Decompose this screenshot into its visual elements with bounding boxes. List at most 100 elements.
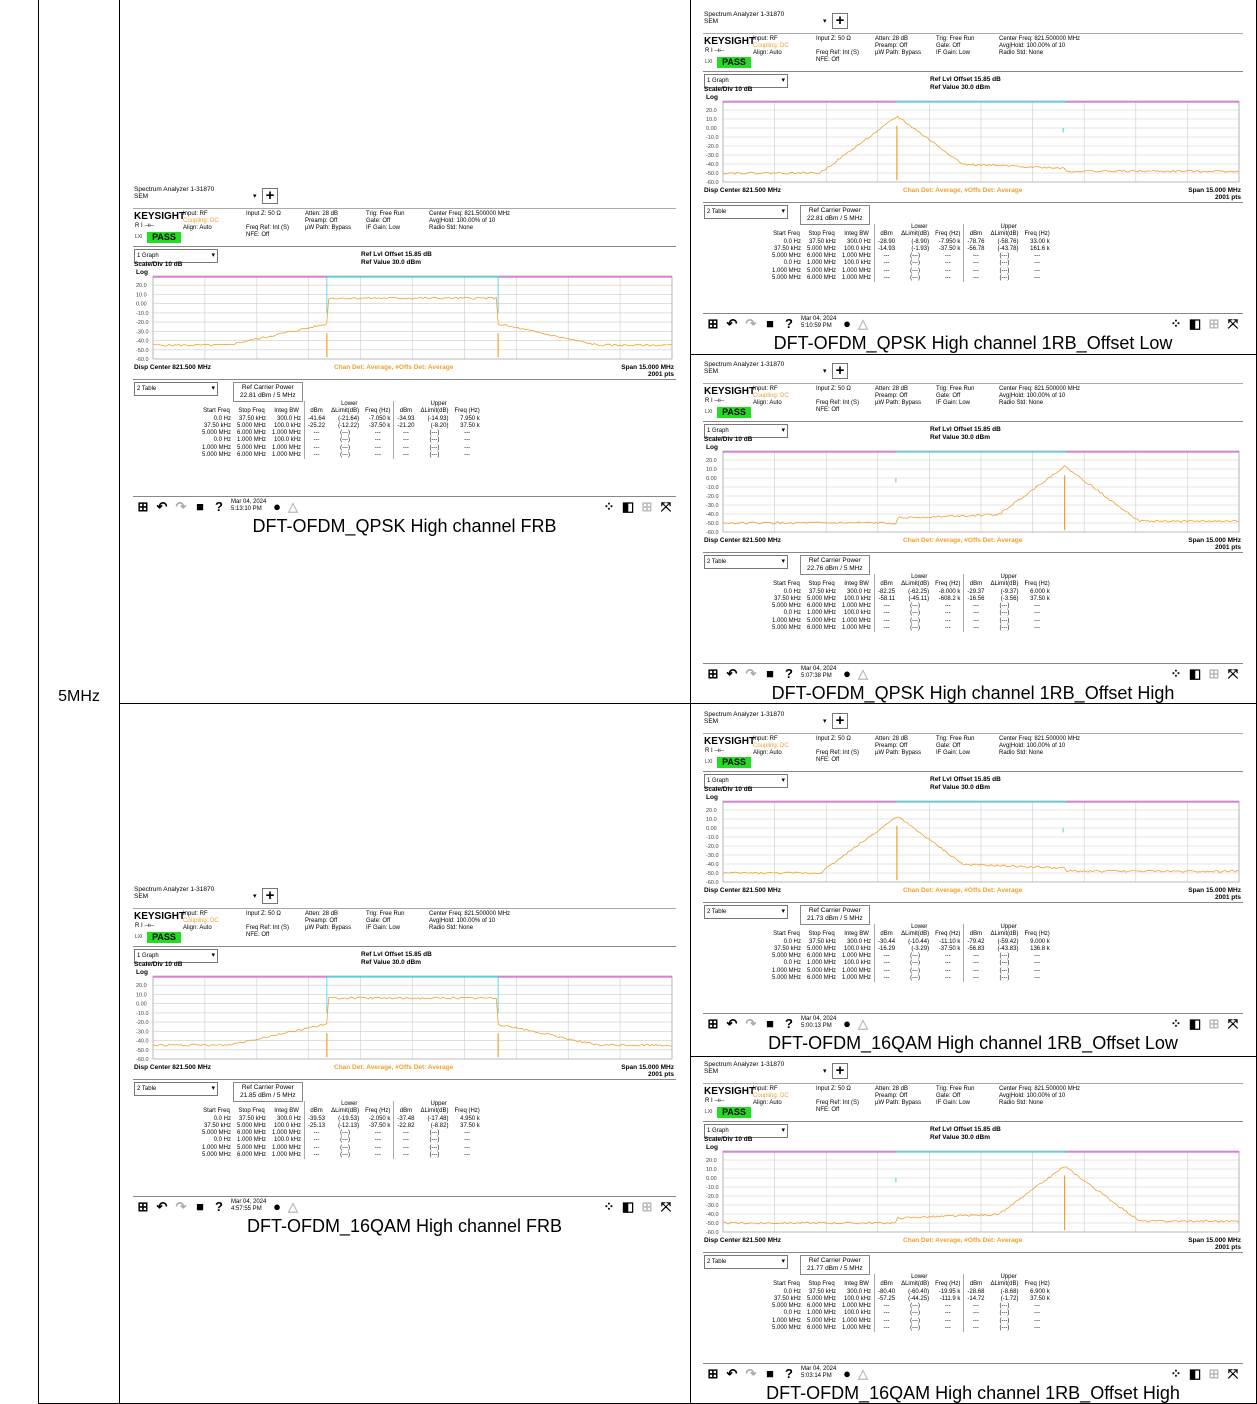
y-tick-label: -60.0 <box>706 530 719 534</box>
detector-info: Chan Det: Average, #Offs Det: Average <box>334 1064 454 1071</box>
table-select[interactable]: 2 Table ▾ <box>704 555 788 569</box>
help-icon[interactable]: ? <box>215 1199 223 1214</box>
dropdown-arrow-icon[interactable]: ▾ <box>823 18 827 25</box>
windows-icon[interactable]: ⊞ <box>707 1016 719 1031</box>
table-cell: --- <box>1034 975 1041 982</box>
redo-icon[interactable]: ↷ <box>745 1016 757 1031</box>
help-icon[interactable]: ? <box>785 1366 793 1381</box>
windows-icon[interactable]: ⊞ <box>707 666 719 681</box>
touch-icon[interactable]: ◧ <box>1188 666 1202 681</box>
chat-icon[interactable]: ● <box>843 316 851 331</box>
add-screen-button[interactable]: + <box>832 713 848 729</box>
graph-select[interactable]: 1 Graph ▾ <box>704 424 788 438</box>
redo-icon[interactable]: ↷ <box>175 1199 187 1214</box>
windows-icon[interactable]: ⊞ <box>137 499 149 514</box>
windows-icon[interactable]: ⊞ <box>137 1199 149 1214</box>
dropdown-arrow-icon[interactable]: ▾ <box>823 368 827 375</box>
table-cell: (---) <box>999 603 1010 610</box>
add-screen-button[interactable]: + <box>832 363 848 379</box>
redo-icon[interactable]: ↷ <box>745 1366 757 1381</box>
folder-icon[interactable]: ■ <box>766 666 774 681</box>
touch-icon[interactable]: ◧ <box>621 499 635 514</box>
folder-icon[interactable]: ■ <box>766 1016 774 1031</box>
help-icon[interactable]: ? <box>215 499 223 514</box>
redo-icon[interactable]: ↷ <box>745 666 757 681</box>
add-screen-button[interactable]: + <box>832 13 848 29</box>
table-cell: 1.000 MHz <box>842 253 872 260</box>
date: Mar 04, 2024 <box>801 1016 837 1022</box>
windows-icon[interactable]: ⊞ <box>707 316 719 331</box>
add-screen-button[interactable]: + <box>262 888 278 904</box>
folder-icon[interactable]: ■ <box>766 1366 774 1381</box>
keypad-icon[interactable]: ⁘ <box>1170 1016 1182 1031</box>
touch-icon[interactable]: ◧ <box>1188 1366 1202 1381</box>
grid-icon[interactable]: ⊞ <box>1208 666 1220 681</box>
keypad-icon[interactable]: ⁘ <box>1170 666 1182 681</box>
keypad-icon[interactable]: ⁘ <box>603 1199 615 1214</box>
keypad-icon[interactable]: ⁘ <box>603 499 615 514</box>
graph-select[interactable]: 1 Graph ▾ <box>704 1124 788 1138</box>
undo-icon[interactable]: ↶ <box>726 316 738 331</box>
grid-icon[interactable]: ⊞ <box>1208 1366 1220 1381</box>
pass-badge: PASS <box>717 57 751 68</box>
undo-icon[interactable]: ↶ <box>726 1366 738 1381</box>
graph-select[interactable]: 1 Graph ▾ <box>134 949 218 963</box>
table-select[interactable]: 2 Table ▾ <box>704 205 788 219</box>
add-screen-button[interactable]: + <box>832 1063 848 1079</box>
table-cell: --- <box>874 610 899 618</box>
table-select[interactable]: 2 Table ▾ <box>134 1082 218 1096</box>
touch-icon[interactable]: ◧ <box>621 1199 635 1214</box>
folder-icon[interactable]: ■ <box>196 1199 204 1214</box>
grid-icon[interactable]: ⊞ <box>1208 1016 1220 1031</box>
table-cell: (-60.40) <box>908 1288 930 1295</box>
graph-select[interactable]: 1 Graph ▾ <box>134 249 218 263</box>
table-select[interactable]: 2 Table ▾ <box>704 905 788 919</box>
help-icon[interactable]: ? <box>785 316 793 331</box>
folder-icon[interactable]: ■ <box>196 499 204 514</box>
chat-icon[interactable]: ● <box>843 1016 851 1031</box>
fullscreen-icon[interactable]: ⤧ <box>1227 316 1239 331</box>
add-screen-button[interactable]: + <box>262 188 278 204</box>
touch-icon[interactable]: ◧ <box>1188 1016 1202 1031</box>
fullscreen-icon[interactable]: ⤧ <box>1227 666 1239 681</box>
undo-icon[interactable]: ↶ <box>726 666 738 681</box>
chat-icon[interactable]: ● <box>273 499 281 514</box>
help-icon[interactable]: ? <box>785 666 793 681</box>
graph-select[interactable]: 1 Graph ▾ <box>704 74 788 88</box>
fullscreen-icon[interactable]: ⤧ <box>1227 1016 1239 1031</box>
impedance-settings: Input Z: 50 Ω Freq Ref: Int (S) NFE: Off <box>816 386 859 414</box>
grid-icon[interactable]: ⊞ <box>1208 316 1220 331</box>
table-cell: --- <box>464 1144 471 1151</box>
chat-icon[interactable]: ● <box>843 1366 851 1381</box>
dropdown-arrow-icon[interactable]: ▾ <box>823 718 827 725</box>
fullscreen-icon[interactable]: ⤧ <box>660 1199 672 1214</box>
folder-icon[interactable]: ■ <box>766 316 774 331</box>
grid-icon[interactable]: ⊞ <box>641 1199 653 1214</box>
setting-line: Freq Ref: Int (S) <box>246 925 290 931</box>
column-header: Freq (Hz) <box>365 1108 391 1115</box>
keypad-icon[interactable]: ⁘ <box>1170 1366 1182 1381</box>
chat-icon[interactable]: ● <box>273 1199 281 1214</box>
redo-icon[interactable]: ↷ <box>175 499 187 514</box>
table-select[interactable]: 2 Table ▾ <box>134 382 218 396</box>
plot-footer: Disp Center 821.500 MHz Chan Det: Average… <box>133 1062 676 1078</box>
graph-select[interactable]: 1 Graph ▾ <box>704 774 788 788</box>
dropdown-arrow-icon[interactable]: ▾ <box>253 893 257 900</box>
chat-icon[interactable]: ● <box>843 666 851 681</box>
dropdown-arrow-icon[interactable]: ▾ <box>823 1068 827 1075</box>
undo-icon[interactable]: ↶ <box>726 1016 738 1031</box>
grid-icon[interactable]: ⊞ <box>641 499 653 514</box>
undo-icon[interactable]: ↶ <box>156 1199 168 1214</box>
touch-icon[interactable]: ◧ <box>1188 316 1202 331</box>
redo-icon[interactable]: ↷ <box>745 316 757 331</box>
windows-icon[interactable]: ⊞ <box>707 1366 719 1381</box>
table-cell: --- <box>464 1137 471 1144</box>
keypad-icon[interactable]: ⁘ <box>1170 316 1182 331</box>
fullscreen-icon[interactable]: ⤧ <box>660 499 672 514</box>
fullscreen-icon[interactable]: ⤧ <box>1227 1366 1239 1381</box>
dropdown-arrow-icon[interactable]: ▾ <box>253 193 257 200</box>
undo-icon[interactable]: ↶ <box>156 499 168 514</box>
lxi-icon: LXI <box>135 234 143 240</box>
table-select[interactable]: 2 Table ▾ <box>704 1255 788 1269</box>
help-icon[interactable]: ? <box>785 1016 793 1031</box>
